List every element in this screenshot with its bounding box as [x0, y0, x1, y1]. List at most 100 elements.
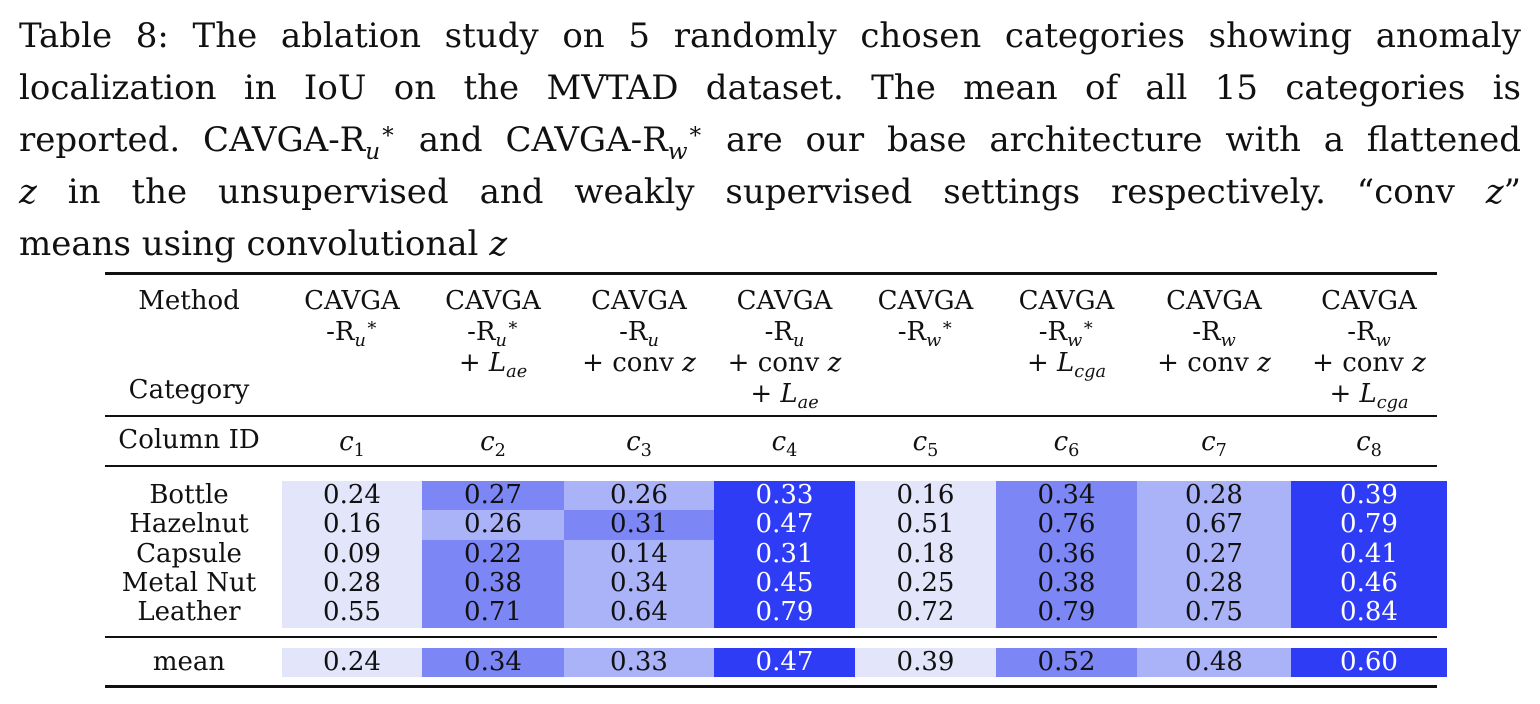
- caption-line-2: localization in IoU on the MVTAD dataset…: [19, 68, 1521, 108]
- column-shade-c8: [1291, 481, 1447, 628]
- table-cell: 0.22: [464, 538, 522, 569]
- column-header-c2: CAVGA -Ru∗ + Lae: [445, 286, 541, 383]
- column-shade-c7: [1137, 481, 1291, 628]
- column-header-c4: CAVGA -Ru + conv z + Lae: [727, 286, 842, 414]
- column-header-c7: CAVGA -Rw + conv z: [1157, 286, 1271, 378]
- table-cell: 0.18: [896, 538, 955, 569]
- header-rule: [105, 415, 1437, 417]
- colid-rule: [105, 465, 1437, 467]
- mean-shade-c5: [855, 648, 996, 677]
- table-caption: Table 8: The ablation study on 5 randoml…: [19, 10, 1521, 270]
- table-cell: 0.39: [1340, 480, 1398, 510]
- table-cell: 0.31: [610, 509, 668, 540]
- mean-cell: 0.33: [610, 647, 668, 677]
- mean-cell: 0.60: [1340, 647, 1398, 677]
- column-header-c3: CAVGA -Ru + conv z: [582, 286, 696, 378]
- row-label: Leather: [137, 597, 241, 628]
- column-shade-c1: [282, 481, 422, 628]
- table-cell: 0.27: [464, 480, 522, 510]
- mean-cell: 0.48: [1185, 647, 1243, 677]
- table-cell: 0.64: [610, 597, 668, 628]
- table-cell: 0.28: [1185, 480, 1243, 510]
- column-id-c4: c4: [771, 427, 798, 462]
- mean-rule: [105, 636, 1437, 638]
- table-cell: 0.34: [610, 567, 668, 598]
- mean-shade-c4: [714, 648, 855, 677]
- table-cell: 0.75: [1185, 597, 1243, 628]
- table-cell: 0.67: [1185, 509, 1243, 540]
- table-cell: 0.41: [1340, 538, 1398, 569]
- column-shade-c5: [855, 481, 996, 628]
- table-cell: 0.38: [464, 567, 522, 598]
- column-id-c2: c2: [480, 427, 506, 462]
- table-cell: 0.84: [1340, 597, 1398, 628]
- table-cell: 0.79: [755, 597, 814, 628]
- category-label: Category: [128, 375, 250, 405]
- table-cell: 0.28: [1185, 567, 1243, 598]
- table-cell: 0.71: [464, 597, 522, 628]
- table-cell: 0.31: [755, 538, 814, 569]
- mean-cell: 0.39: [896, 647, 955, 677]
- bottom-rule: [105, 685, 1437, 688]
- mean-cell: 0.34: [464, 647, 522, 677]
- table-cell: 0.33: [755, 480, 814, 510]
- column-header-c8: CAVGA -Rw + conv z + Lcga: [1312, 286, 1426, 414]
- column-header-c5: CAVGA -Rw∗: [877, 286, 974, 352]
- column-header-c6: CAVGA -Rw∗ + Lcga: [1018, 286, 1115, 383]
- column-shade-c2: [422, 481, 564, 628]
- table-cell: 0.16: [323, 509, 381, 540]
- table-cell: 0.26: [610, 480, 668, 510]
- table-cell: 0.34: [1037, 480, 1096, 510]
- top-rule: [105, 272, 1437, 275]
- table-cell: 0.79: [1037, 597, 1096, 628]
- column-shade-c6: [996, 481, 1137, 628]
- table-cell: 0.55: [323, 597, 381, 628]
- caption-line-3: reported. CAVGA-Ru∗ and CAVGA-Rw∗ are ou…: [19, 118, 1521, 165]
- cell-shade: [564, 510, 714, 540]
- column-id-c8: c8: [1356, 427, 1382, 462]
- column-id-c5: c5: [912, 427, 939, 462]
- mean-cell: 0.52: [1037, 647, 1096, 677]
- mean-shade-c7: [1137, 648, 1291, 677]
- method-label: Method: [138, 286, 240, 316]
- mean-shade-c3: [564, 648, 714, 677]
- table-cell: 0.14: [610, 538, 668, 569]
- row-label: Hazelnut: [129, 509, 249, 540]
- column-id-label: Column ID: [118, 425, 260, 455]
- row-label: Capsule: [136, 538, 242, 569]
- column-id-c6: c6: [1053, 427, 1080, 462]
- table-cell: 0.27: [1185, 538, 1243, 569]
- mean-cell: 0.24: [323, 647, 381, 677]
- column-header-c1: CAVGA -Ru∗: [304, 286, 400, 352]
- table-cell: 0.45: [755, 567, 814, 598]
- mean-shade-c1: [282, 648, 422, 677]
- table-cell: 0.47: [755, 509, 814, 540]
- column-id-c1: c1: [339, 427, 365, 462]
- table-cell: 0.28: [323, 567, 381, 598]
- column-shade-c3: [564, 481, 714, 628]
- table-cell: 0.36: [1037, 538, 1096, 569]
- mean-shade-c2: [422, 648, 564, 677]
- mean-row-label: mean: [152, 647, 226, 677]
- table-cell: 0.76: [1037, 509, 1096, 540]
- mean-cell: 0.47: [755, 647, 814, 677]
- table-cell: 0.38: [1037, 567, 1096, 598]
- row-label: Metal Nut: [121, 567, 257, 598]
- mean-shade-c6: [996, 648, 1137, 677]
- table-cell: 0.09: [323, 538, 381, 569]
- row-label: Bottle: [149, 480, 229, 510]
- caption-line-4: z in the unsupervised and weakly supervi…: [19, 172, 1521, 212]
- column-id-c7: c7: [1201, 427, 1227, 462]
- table-cell: 0.72: [896, 597, 955, 628]
- table-cell: 0.26: [464, 509, 522, 540]
- cell-shade: [422, 510, 564, 540]
- caption-line-5: means using convolutional z: [19, 224, 508, 264]
- table-cell: 0.16: [896, 480, 955, 510]
- caption-line-1: Table 8: The ablation study on 5 randoml…: [19, 16, 1521, 56]
- table-cell: 0.79: [1340, 509, 1398, 540]
- table-cell: 0.25: [896, 567, 955, 598]
- column-id-c3: c3: [626, 427, 652, 462]
- mean-shade-c8: [1291, 648, 1447, 677]
- table-cell: 0.24: [323, 480, 381, 510]
- table-cell: 0.46: [1340, 567, 1398, 598]
